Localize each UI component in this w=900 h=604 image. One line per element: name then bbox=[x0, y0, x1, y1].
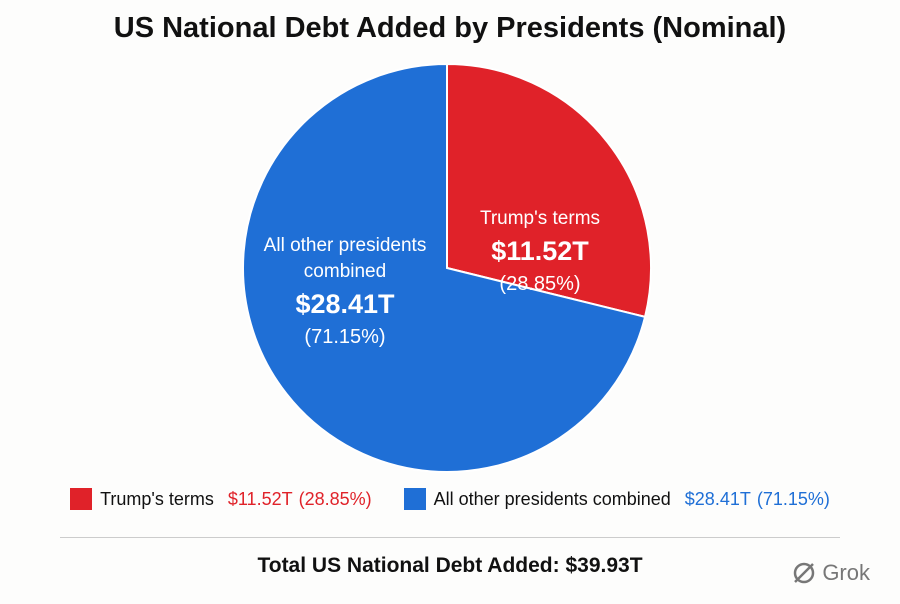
watermark: Grok bbox=[792, 560, 870, 586]
legend-value: $11.52T bbox=[227, 488, 293, 509]
legend-swatch bbox=[70, 488, 93, 510]
slice-value: $28.41T bbox=[295, 289, 395, 319]
chart-title: US National Debt Added by Presidents (No… bbox=[113, 12, 787, 44]
legend-label: All other presidents combined bbox=[433, 488, 671, 509]
slice-name: Trump's terms bbox=[479, 208, 601, 229]
total: Total US National Debt Added: $39.93T bbox=[257, 554, 643, 577]
slice-percent: (71.15%) bbox=[304, 326, 386, 348]
slice-name: All other presidents combined bbox=[263, 235, 427, 282]
pie-slice bbox=[242, 62, 647, 473]
separator bbox=[60, 537, 840, 538]
legend-item: Trump's terms $11.52T (28.85%) bbox=[70, 488, 372, 510]
legend-value: $28.41T bbox=[684, 488, 751, 509]
slice-percent: (28.85%) bbox=[499, 273, 581, 295]
legend-percent: (71.15%) bbox=[756, 488, 830, 509]
legend-percent: (28.85%) bbox=[298, 488, 372, 509]
legend: Trump's terms $11.52T (28.85%) All other pr… bbox=[0, 488, 900, 510]
legend-label: Trump's terms bbox=[100, 488, 214, 509]
logo bbox=[794, 562, 815, 584]
legend-swatch bbox=[403, 488, 426, 510]
slice-label: All other presidents combined $28.41T (71.… bbox=[245, 233, 445, 351]
slice-value: $11.52T bbox=[491, 236, 589, 266]
legend-item: All other presidents combined $28.41T (71.… bbox=[403, 488, 830, 510]
pie-slice bbox=[446, 62, 652, 319]
slice-label: Trump's terms $11.52T (28.85%) bbox=[440, 206, 640, 298]
watermark-text: Grok bbox=[822, 560, 870, 585]
